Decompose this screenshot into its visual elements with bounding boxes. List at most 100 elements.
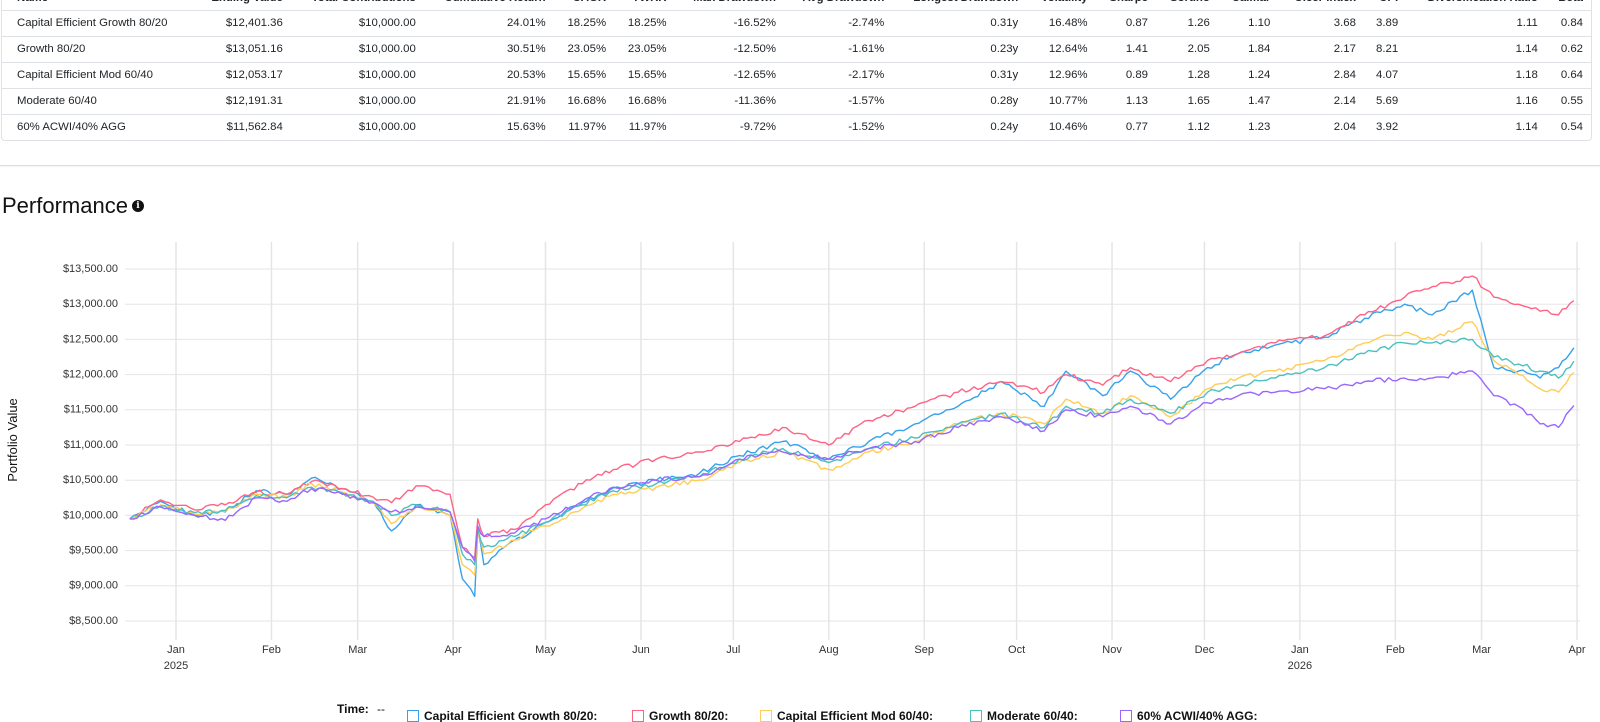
- x-axis-ticks: Jan 2025 Feb Mar Apr May Jun Jul Aug Sep Oct Nov Dec…: [164, 644, 1586, 672]
- y-tick-label: $13,500.00: [63, 263, 118, 275]
- table-row: Capital Efficient Mod 60/40 $12,053.17 $10…: [2, 61, 1591, 88]
- metric-cell: 0.64: [1545, 61, 1591, 88]
- portfolio-name-cell: 60% ACWI/40% AGG: [2, 113, 194, 140]
- info-icon[interactable]: i: [131, 200, 144, 212]
- metric-cell: 21.91%: [423, 87, 554, 114]
- x-tick-label: Mar: [1472, 644, 1491, 656]
- series-line[interactable]: [129, 370, 1575, 562]
- metric-cell: 2.04: [1278, 113, 1364, 140]
- metric-cell: -12.65%: [674, 61, 785, 88]
- table-row: Growth 80/20 $13,051.16 $10,000.00 30.51% 23…: [2, 35, 1591, 62]
- metric-cell: 0.31y: [892, 61, 1027, 88]
- metric-cell: $12,401.36: [193, 9, 291, 36]
- metric-cell: 10.77%: [1026, 87, 1096, 114]
- metric-cell: $10,000.00: [290, 9, 424, 36]
- table-body: Capital Efficient Growth 80/20 $12,401.36…: [2, 9, 1591, 140]
- metric-cell: 1.14: [1406, 113, 1546, 140]
- metric-cell: 16.68%: [553, 87, 615, 114]
- metric-cell: 23.05%: [614, 35, 675, 62]
- column-header[interactable]: Total Contributions: [291, 0, 424, 10]
- metric-cell: -2.17%: [784, 61, 893, 88]
- column-header[interactable]: Sortino: [1156, 0, 1218, 10]
- series-line[interactable]: [129, 321, 1575, 576]
- metric-cell: 3.92: [1363, 113, 1407, 140]
- column-header[interactable]: Sharpe: [1096, 0, 1156, 10]
- metric-cell: 1.26: [1156, 9, 1218, 36]
- legend-item[interactable]: Growth 80/20:: [632, 709, 728, 722]
- metric-cell: 1.13: [1095, 87, 1157, 114]
- chart-series: [129, 275, 1575, 598]
- metric-cell: 30.51%: [423, 35, 554, 62]
- metric-cell: 18.25%: [614, 9, 675, 36]
- column-header[interactable]: Ulcer Index: [1278, 0, 1364, 10]
- legend-swatch: [407, 710, 419, 722]
- metric-cell: 1.65: [1156, 87, 1218, 114]
- y-tick-label: $11,000.00: [64, 439, 118, 451]
- metric-cell: 12.96%: [1026, 61, 1096, 88]
- y-axis-ticks: $8,500.00 $9,000.00 $9,500.00 $10,000.00 $10…: [63, 263, 118, 627]
- table-row: Moderate 60/40 $12,191.31 $10,000.00 21.91%…: [2, 87, 1591, 114]
- column-header[interactable]: Diversification Ratio: [1406, 0, 1546, 10]
- table-row: Capital Efficient Growth 80/20 $12,401.36…: [2, 9, 1591, 36]
- column-header[interactable]: Beta: [1546, 0, 1591, 10]
- section-divider: [0, 165, 1600, 166]
- metric-cell: -2.74%: [784, 9, 893, 36]
- metric-cell: -1.52%: [784, 113, 893, 140]
- metric-cell: 1.11: [1406, 9, 1546, 36]
- legend-item[interactable]: Capital Efficient Mod 60/40:: [760, 709, 933, 722]
- metric-cell: 0.77: [1095, 113, 1157, 140]
- x-tick-label: Jan: [167, 644, 185, 656]
- legend-swatch: [632, 710, 644, 722]
- legend-time-value: --: [377, 702, 385, 716]
- x-tick-label: Aug: [819, 644, 839, 656]
- metric-cell: -9.72%: [674, 113, 785, 140]
- column-header[interactable]: Longest Drawdown: [892, 0, 1026, 10]
- column-header[interactable]: Cumulative Return: [424, 0, 554, 10]
- x-tick-label: Jan: [1291, 644, 1309, 656]
- metric-cell: 0.23y: [892, 35, 1027, 62]
- metric-cell: 1.16: [1406, 87, 1546, 114]
- legend-item[interactable]: Capital Efficient Growth 80/20:: [407, 709, 597, 722]
- x-tick-label: Oct: [1008, 644, 1025, 656]
- column-header[interactable]: Volatility: [1026, 0, 1095, 10]
- metric-cell: $12,053.17: [193, 61, 291, 88]
- column-header[interactable]: TWRR: [614, 0, 674, 10]
- metric-cell: 15.63%: [423, 113, 554, 140]
- column-header[interactable]: Calmar: [1218, 0, 1278, 10]
- legend-label: 60% ACWI/40% AGG:: [1137, 709, 1258, 722]
- portfolio-name-cell: Growth 80/20: [2, 35, 194, 62]
- series-line[interactable]: [129, 337, 1575, 566]
- performance-heading: Performance i: [2, 193, 144, 219]
- legend-item[interactable]: Moderate 60/40:: [970, 709, 1078, 722]
- performance-chart[interactable]: $8,500.00 $9,000.00 $9,500.00 $10,000.00 $10…: [0, 232, 1600, 694]
- metric-cell: 23.05%: [553, 35, 615, 62]
- metric-cell: 1.28: [1156, 61, 1218, 88]
- metric-cell: $10,000.00: [290, 35, 424, 62]
- legend-label: Capital Efficient Mod 60/40:: [777, 709, 934, 722]
- column-header[interactable]: Max Drawdown: [675, 0, 784, 10]
- metric-cell: 0.54: [1545, 113, 1591, 140]
- y-tick-label: $11,500.00: [64, 404, 118, 416]
- x-tick-year-label: 2026: [1288, 660, 1312, 672]
- column-header[interactable]: Avg Drawdown: [784, 0, 892, 10]
- x-tick-label: Apr: [445, 644, 462, 656]
- series-line[interactable]: [129, 275, 1575, 559]
- x-tick-label: Sep: [914, 644, 934, 656]
- x-tick-label: Apr: [1568, 644, 1585, 656]
- column-header[interactable]: CAGR: [554, 0, 614, 10]
- metric-cell: $12,191.31: [193, 87, 291, 114]
- metric-cell: 16.48%: [1026, 9, 1096, 36]
- metric-cell: 1.23: [1217, 113, 1279, 140]
- metric-cell: -16.52%: [674, 9, 785, 36]
- chart-legend: Time: -- Capital Efficient Growth 80/20:…: [0, 699, 1600, 722]
- metric-cell: -11.36%: [674, 87, 785, 114]
- chart-grid: [125, 242, 1580, 640]
- column-header[interactable]: Ending Value: [194, 0, 291, 10]
- legend-item[interactable]: 60% ACWI/40% AGG:: [1120, 709, 1257, 722]
- column-header[interactable]: UPI: [1364, 0, 1406, 10]
- legend-label: Growth 80/20:: [649, 709, 729, 722]
- metric-cell: 0.55: [1545, 87, 1591, 114]
- column-header[interactable]: Name: [2, 0, 194, 10]
- x-tick-label: Dec: [1195, 644, 1215, 656]
- metric-cell: 2.14: [1278, 87, 1364, 114]
